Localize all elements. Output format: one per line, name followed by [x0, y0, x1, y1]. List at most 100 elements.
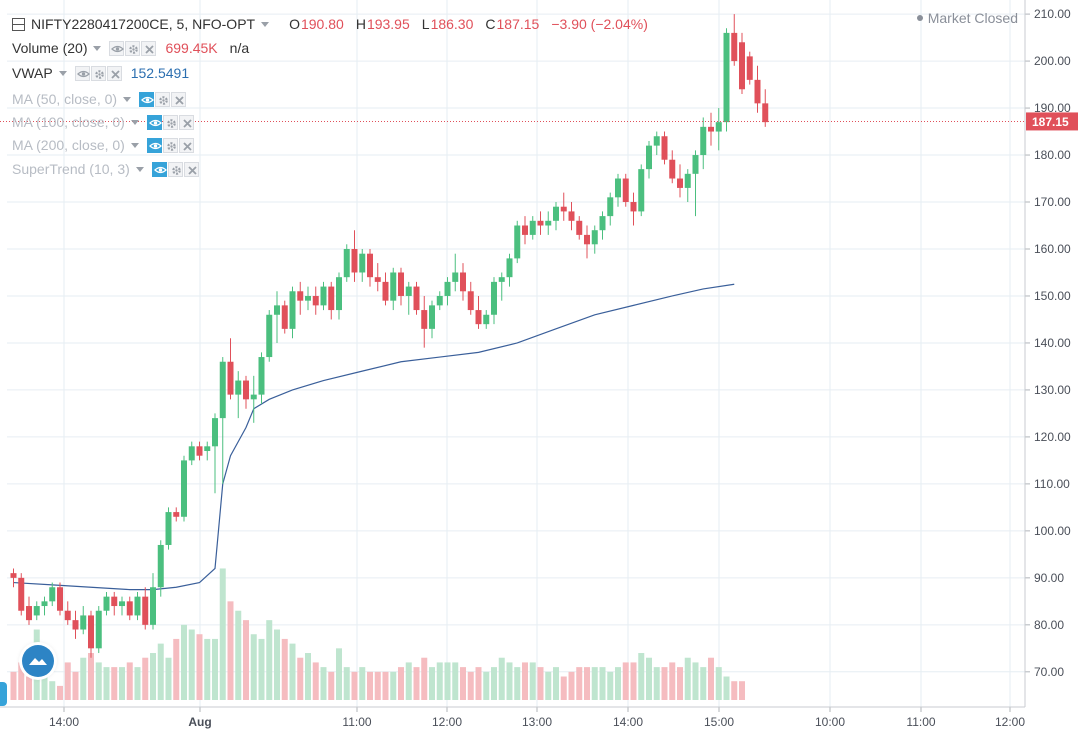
indicator-row: Volume (20) 699.45K n/a — [12, 38, 249, 58]
chevron-down-icon[interactable] — [93, 45, 102, 51]
close-icon[interactable] — [141, 40, 157, 56]
candle-body — [382, 281, 389, 301]
y-tick-label: 180.00 — [1034, 148, 1071, 162]
volume-bar — [95, 662, 102, 700]
volume-bar — [553, 667, 559, 700]
candle-body — [196, 446, 203, 456]
indicator-name[interactable]: MA (50, close, 0) — [12, 91, 118, 107]
volume-bar — [731, 681, 738, 700]
logo-icon[interactable] — [22, 645, 54, 677]
symbol-name[interactable]: NIFTY2280417200CE, 5, NFO-OPT — [31, 16, 256, 32]
volume-bar — [173, 638, 180, 700]
indicator-name[interactable]: SuperTrend (10, 3) — [12, 161, 130, 177]
candle-body — [111, 596, 118, 607]
candle-body — [165, 512, 172, 545]
x-tick-label: 11:00 — [342, 715, 371, 729]
candle-body — [157, 544, 164, 588]
candle-body — [219, 361, 226, 419]
x-tick-label: 12:00 — [995, 715, 1025, 729]
side-panel-toggle[interactable] — [0, 682, 7, 706]
gear-icon[interactable] — [162, 137, 178, 153]
candle-body — [119, 601, 125, 607]
eye-icon[interactable] — [146, 114, 162, 130]
candle-body — [289, 291, 296, 329]
close-icon[interactable] — [106, 65, 122, 81]
candle-body — [436, 295, 443, 306]
candle-body — [328, 286, 335, 311]
volume-bar — [41, 667, 48, 700]
candle-body — [312, 295, 319, 306]
candle-body — [615, 178, 621, 198]
volume-bar — [64, 662, 71, 700]
volume-bar — [467, 671, 474, 700]
volume-bar — [506, 662, 513, 700]
close-icon[interactable] — [183, 161, 199, 177]
x-tick-label: 12:00 — [432, 715, 462, 729]
indicator-name[interactable]: MA (100, close, 0) — [12, 114, 125, 130]
chevron-down-icon[interactable] — [135, 166, 144, 172]
candle-body — [126, 601, 133, 616]
high-value: 193.95 — [366, 16, 410, 32]
candle-body — [622, 178, 629, 203]
candle-body — [498, 277, 505, 282]
volume-bar — [413, 667, 420, 700]
volume-bar — [312, 662, 319, 700]
candle-body — [684, 173, 691, 188]
low-value: 186.30 — [430, 16, 474, 32]
gear-icon[interactable] — [162, 114, 178, 130]
candle-body — [134, 596, 141, 616]
close-icon[interactable] — [178, 114, 194, 130]
volume-bar — [320, 667, 327, 700]
chevron-down-icon[interactable] — [130, 119, 139, 125]
eye-icon[interactable] — [151, 161, 167, 177]
candle-body — [227, 361, 234, 395]
indicator-name[interactable]: VWAP — [12, 65, 53, 81]
candle-body — [483, 314, 490, 325]
y-tick-label: 130.00 — [1034, 383, 1071, 397]
gear-icon[interactable] — [167, 161, 183, 177]
volume-bar — [661, 667, 668, 700]
volume-bar — [475, 667, 482, 700]
candle-body — [274, 305, 280, 315]
chevron-down-icon[interactable] — [123, 96, 132, 102]
close-icon[interactable] — [171, 91, 187, 107]
candle-body — [421, 310, 428, 329]
candle-body — [514, 225, 521, 259]
volume-bar — [545, 671, 552, 700]
candle-body — [669, 159, 676, 179]
candle-body — [506, 258, 513, 278]
gear-icon[interactable] — [90, 65, 106, 81]
chevron-down-icon[interactable] — [130, 142, 139, 148]
chevron-down-icon[interactable] — [58, 70, 67, 76]
candle-body — [150, 587, 156, 625]
candle-body — [576, 220, 583, 235]
gear-icon[interactable] — [125, 40, 141, 56]
chart-type-icon[interactable] — [12, 17, 25, 31]
candle-body — [367, 253, 373, 278]
candle-body — [10, 573, 17, 578]
volume-bar — [367, 671, 373, 700]
eye-icon[interactable] — [139, 91, 155, 107]
eye-icon[interactable] — [146, 137, 162, 153]
eye-icon[interactable] — [74, 65, 90, 81]
indicator-name[interactable]: Volume (20) — [12, 40, 88, 56]
candle-body — [460, 272, 466, 292]
y-tick-label: 200.00 — [1034, 54, 1071, 68]
close-icon[interactable] — [178, 137, 194, 153]
eye-icon[interactable] — [109, 40, 125, 56]
chevron-down-icon[interactable] — [261, 21, 270, 27]
candle-body — [212, 418, 218, 447]
low-label: L — [421, 16, 430, 32]
volume-bar — [708, 657, 714, 700]
candle-body — [351, 248, 358, 273]
candle-body — [336, 277, 342, 311]
gear-icon[interactable] — [155, 91, 171, 107]
volume-bar — [653, 667, 660, 700]
candle-body — [452, 272, 459, 282]
indicator-name[interactable]: MA (200, close, 0) — [12, 137, 125, 153]
y-tick-label: 210.00 — [1034, 7, 1071, 21]
close-label: C — [485, 16, 496, 32]
volume-bar — [343, 667, 350, 700]
